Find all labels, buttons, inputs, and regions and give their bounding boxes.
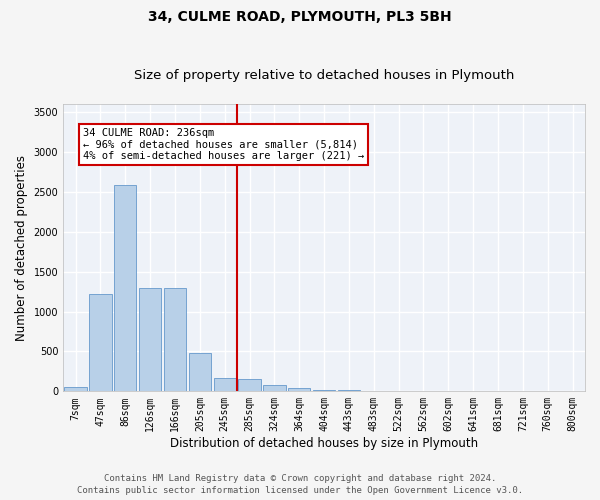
Text: 34 CULME ROAD: 236sqm
← 96% of detached houses are smaller (5,814)
4% of semi-de: 34 CULME ROAD: 236sqm ← 96% of detached … (83, 128, 364, 161)
X-axis label: Distribution of detached houses by size in Plymouth: Distribution of detached houses by size … (170, 437, 478, 450)
Title: Size of property relative to detached houses in Plymouth: Size of property relative to detached ho… (134, 69, 514, 82)
Text: Contains HM Land Registry data © Crown copyright and database right 2024.
Contai: Contains HM Land Registry data © Crown c… (77, 474, 523, 495)
Bar (89, 294, 112, 392)
Bar (114, 186, 136, 392)
Bar (188, 353, 211, 392)
Bar (139, 288, 161, 392)
Bar (263, 386, 286, 392)
Bar (313, 390, 335, 392)
Text: 34, CULME ROAD, PLYMOUTH, PL3 5BH: 34, CULME ROAD, PLYMOUTH, PL3 5BH (148, 10, 452, 24)
Bar (238, 380, 261, 392)
Bar (214, 378, 236, 392)
Bar (288, 388, 310, 392)
Bar (164, 288, 186, 392)
Bar (338, 390, 360, 392)
Y-axis label: Number of detached properties: Number of detached properties (15, 154, 28, 340)
Bar (64, 388, 87, 392)
